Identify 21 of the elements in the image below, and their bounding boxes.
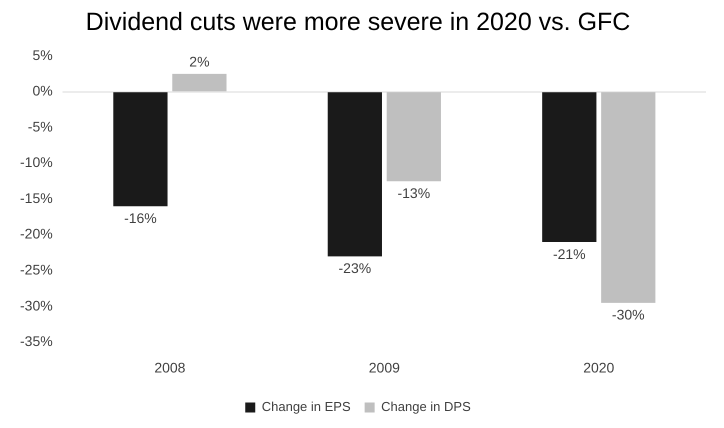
data-label: -16% — [124, 210, 157, 226]
legend-label: Change in DPS — [381, 399, 472, 414]
chart-title: Dividend cuts were more severe in 2020 vs. GFC — [86, 8, 630, 36]
y-tick-label: -5% — [28, 118, 53, 134]
y-tick-label: 0% — [32, 82, 53, 99]
legend-label: Change in EPS — [262, 399, 351, 414]
y-tick-label: -35% — [20, 333, 53, 350]
data-label: -13% — [397, 185, 430, 202]
y-tick-label: 5% — [32, 46, 53, 63]
y-tick-label: -10% — [20, 154, 53, 170]
x-tick-label: 2009 — [368, 359, 400, 376]
x-tick-label: 2008 — [154, 359, 186, 376]
y-tick-label: -30% — [20, 297, 53, 314]
data-label: -30% — [612, 306, 645, 323]
y-tick-label: -25% — [20, 262, 53, 278]
x-tick-label: 2020 — [583, 359, 615, 376]
y-tick-label: -15% — [20, 190, 53, 206]
data-label: 2% — [189, 54, 210, 70]
y-tick-label: -20% — [20, 226, 53, 242]
data-label: -23% — [338, 260, 372, 276]
data-label: -21% — [552, 246, 586, 262]
